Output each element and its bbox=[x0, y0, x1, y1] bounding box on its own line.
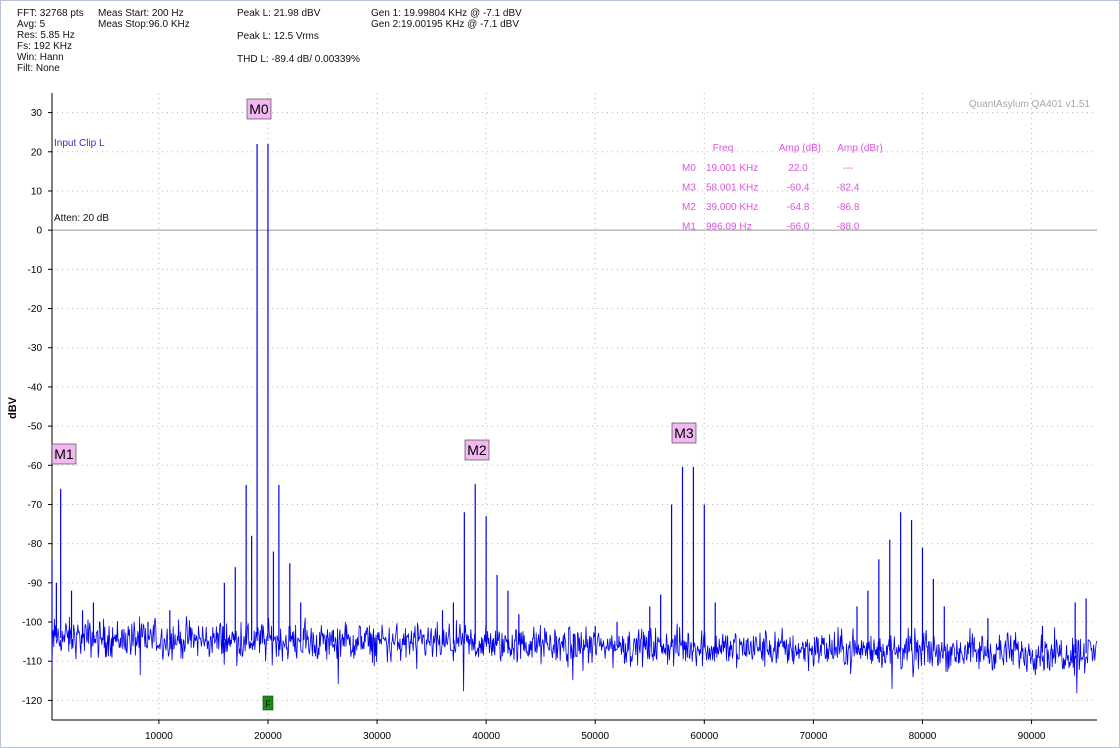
gen2-setting: Gen 2:19.00195 KHz @ -7.1 dBV bbox=[371, 19, 520, 30]
y-tick-label: 10 bbox=[31, 186, 43, 197]
y-tick-label: -50 bbox=[28, 422, 43, 433]
marker-m1: M1 bbox=[51, 443, 77, 465]
marker-table-header: Amp (dB) bbox=[779, 143, 821, 154]
avg-count: Avg: 5 bbox=[17, 19, 46, 30]
markers: M0 M1 M2 M3 F bbox=[51, 98, 697, 711]
y-axis-label: dBV bbox=[7, 396, 19, 419]
marker-table: Freq Amp (dB) Amp (dBr) M0 19.001 KHz 22.0 ---… bbox=[682, 143, 883, 233]
marker-table-freq: 39.000 KHz bbox=[706, 202, 758, 213]
marker-table-amp: -60.4 bbox=[787, 183, 810, 194]
cursor-box bbox=[262, 695, 274, 711]
marker-label: M0 bbox=[249, 101, 269, 117]
marker-box bbox=[246, 98, 272, 120]
x-tick-label: 80000 bbox=[909, 731, 937, 742]
y-tick-label: -90 bbox=[28, 578, 43, 589]
fft-pts: FFT: 32768 pts bbox=[17, 8, 84, 19]
marker-label: M1 bbox=[54, 446, 74, 462]
cursor-label: F bbox=[265, 699, 271, 709]
y-tick-label: -60 bbox=[28, 461, 43, 472]
gen1-setting: Gen 1: 19.99804 KHz @ -7.1 dBV bbox=[371, 8, 522, 19]
marker-box bbox=[671, 422, 697, 444]
marker-table-header: Amp (dBr) bbox=[837, 143, 883, 154]
y-tick-label: -40 bbox=[28, 382, 43, 393]
noise-floor bbox=[51, 616, 1097, 694]
x-tick-label: 90000 bbox=[1018, 731, 1046, 742]
spectrum-trace bbox=[51, 143, 1097, 694]
x-tick-label: 40000 bbox=[472, 731, 500, 742]
watermark: QuantAsylum QA401 v1.51 bbox=[969, 99, 1091, 110]
marker-m0: M0 bbox=[246, 98, 272, 120]
input-clip-label: Input Clip L bbox=[54, 138, 105, 149]
marker-table-id: M3 bbox=[682, 183, 696, 194]
marker-table-freq: 996.09 Hz bbox=[706, 222, 752, 233]
atten-label: Atten: 20 dB bbox=[54, 213, 109, 224]
x-tick-label: 60000 bbox=[690, 731, 718, 742]
y-tick-label: -70 bbox=[28, 500, 43, 511]
marker-label: M2 bbox=[467, 442, 487, 458]
peak-vrms: Peak L: 12.5 Vrms bbox=[237, 31, 319, 42]
resolution: Res: 5.85 Hz bbox=[17, 30, 75, 41]
y-tick-label: -110 bbox=[23, 657, 43, 668]
y-tick-label: -10 bbox=[28, 265, 43, 276]
y-tick-label: -100 bbox=[22, 618, 42, 629]
x-tick-label: 70000 bbox=[799, 731, 827, 742]
y-tick-label: 0 bbox=[36, 226, 42, 237]
marker-table-amp: -66.0 bbox=[787, 222, 810, 233]
marker-m3: M3 bbox=[671, 422, 697, 444]
marker-m2: M2 bbox=[464, 439, 490, 461]
meas-range: Meas Start: 200 Hz Meas Stop:96.0 KHz bbox=[98, 8, 190, 30]
fft-info: FFT: 32768 pts Avg: 5 Res: 5.85 Hz Fs: 1… bbox=[17, 8, 84, 74]
y-tick-label: -30 bbox=[28, 343, 43, 354]
marker-label: M3 bbox=[674, 425, 694, 441]
meas-stop: Meas Stop:96.0 KHz bbox=[98, 19, 190, 30]
y-tick-label: -120 bbox=[22, 696, 42, 707]
y-tick-label: -20 bbox=[28, 304, 43, 315]
marker-table-id: M1 bbox=[682, 222, 696, 233]
y-tick-label: 30 bbox=[31, 108, 43, 119]
marker-table-id: M2 bbox=[682, 202, 696, 213]
meas-start: Meas Start: 200 Hz bbox=[98, 8, 184, 19]
marker-table-ampr: -86.8 bbox=[837, 202, 860, 213]
marker-table-id: M0 bbox=[682, 163, 696, 174]
marker-table-amp: -64.8 bbox=[787, 202, 810, 213]
x-tick-label: 10000 bbox=[145, 731, 173, 742]
marker-table-freq: 19.001 KHz bbox=[706, 163, 758, 174]
y-tick-label: -80 bbox=[28, 539, 43, 550]
generator-info: Gen 1: 19.99804 KHz @ -7.1 dBV Gen 2:19.… bbox=[371, 8, 522, 30]
marker-box bbox=[51, 443, 77, 465]
marker-box bbox=[464, 439, 490, 461]
marker-table-ampr: -82.4 bbox=[837, 183, 860, 194]
marker-table-header: Freq bbox=[713, 143, 734, 154]
filter-type: Filt: None bbox=[17, 63, 60, 74]
window-type: Win: Hann bbox=[17, 52, 64, 63]
marker-table-ampr: -88.0 bbox=[837, 222, 860, 233]
frequency-cursor: F bbox=[262, 695, 274, 711]
y-tick-label: 20 bbox=[31, 147, 43, 158]
peak-dbv: Peak L: 21.98 dBV bbox=[237, 8, 321, 19]
sample-rate: Fs: 192 KHz bbox=[17, 41, 73, 52]
x-tick-label: 50000 bbox=[581, 731, 609, 742]
x-tick-label: 30000 bbox=[363, 731, 391, 742]
thd-reading: THD L: -89.4 dB/ 0.00339% bbox=[237, 54, 360, 65]
marker-table-freq: 58.001 KHz bbox=[706, 183, 758, 194]
marker-table-amp: 22.0 bbox=[788, 163, 808, 174]
marker-table-ampr: --- bbox=[843, 163, 853, 174]
x-tick-label: 20000 bbox=[254, 731, 282, 742]
grid bbox=[52, 93, 1097, 720]
